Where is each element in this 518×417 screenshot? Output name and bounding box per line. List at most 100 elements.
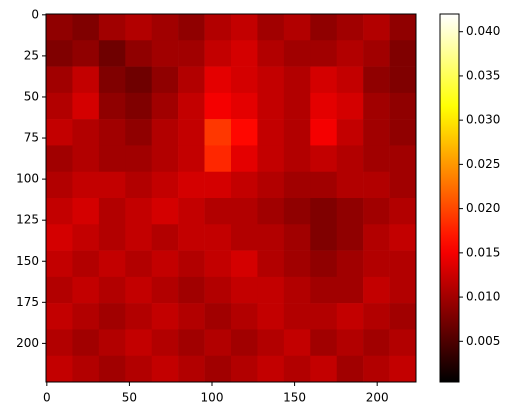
heat-cell <box>389 329 417 357</box>
heat-cell <box>283 329 311 357</box>
heat-cell <box>231 145 258 173</box>
x-tick-label: 50 <box>122 391 137 405</box>
heat-cell <box>363 276 390 304</box>
heat-cell <box>151 329 179 357</box>
heat-cell <box>283 198 311 225</box>
colorbar-tick-label: 0.040 <box>466 24 500 38</box>
heat-cell <box>98 355 126 383</box>
y-tick-label: 175 <box>16 295 39 309</box>
heat-cell <box>98 198 126 225</box>
heat-cell <box>257 171 285 199</box>
heat-cell <box>98 92 126 120</box>
heat-cell <box>257 40 285 67</box>
heat-cell <box>178 303 205 330</box>
heat-cell <box>98 276 126 304</box>
heat-cell <box>125 276 153 304</box>
heat-cell <box>231 250 258 278</box>
heat-cell <box>363 66 390 94</box>
heat-cell <box>72 171 100 199</box>
heat-cell <box>204 171 232 199</box>
heat-cell <box>336 250 364 278</box>
heat-cell <box>125 66 153 94</box>
heat-cell <box>46 171 73 199</box>
heat-cell <box>98 303 126 330</box>
heat-cell <box>72 355 100 383</box>
heat-cell <box>231 92 258 120</box>
heat-cell <box>310 14 338 41</box>
y-tick-label: 150 <box>16 254 39 268</box>
heat-cell <box>389 119 417 146</box>
heat-cell <box>310 329 338 357</box>
heat-cell <box>204 250 232 278</box>
heat-cell <box>72 40 100 67</box>
heat-cell <box>363 40 390 67</box>
colorbar-tick-label: 0.035 <box>466 68 500 82</box>
heat-cell <box>125 119 153 146</box>
heat-cell <box>204 276 232 304</box>
heat-cell <box>283 92 311 120</box>
heat-cell <box>125 171 153 199</box>
heat-cell <box>204 303 232 330</box>
heat-cell <box>231 14 258 41</box>
heat-cell <box>310 66 338 94</box>
heat-cell <box>336 329 364 357</box>
heat-cell <box>178 14 205 41</box>
heat-cell <box>257 276 285 304</box>
y-tick-label: 0 <box>31 7 39 21</box>
x-tick-label: 100 <box>201 391 224 405</box>
heat-cell <box>363 119 390 146</box>
heat-cell <box>72 224 100 251</box>
heat-cell <box>204 66 232 94</box>
heat-cell <box>151 303 179 330</box>
heat-cell <box>72 303 100 330</box>
heat-cell <box>46 224 73 251</box>
heat-cell <box>283 171 311 199</box>
heat-cell <box>231 329 258 357</box>
heat-cell <box>125 303 153 330</box>
heat-cell <box>151 355 179 383</box>
heat-cell <box>283 145 311 173</box>
heat-cell <box>363 355 390 383</box>
heat-cell <box>46 119 73 146</box>
y-tick-label: 100 <box>16 172 39 186</box>
heat-cell <box>151 224 179 251</box>
heat-cell <box>336 303 364 330</box>
heat-cell <box>363 145 390 173</box>
heat-cell <box>389 40 417 67</box>
heat-cell <box>72 145 100 173</box>
heat-cell <box>178 250 205 278</box>
heat-cell <box>151 171 179 199</box>
heat-cell <box>204 92 232 120</box>
heat-cell <box>363 92 390 120</box>
heat-cell <box>178 40 205 67</box>
heat-cell <box>98 224 126 251</box>
heat-cell <box>178 355 205 383</box>
heat-cell <box>72 198 100 225</box>
heat-cell <box>257 250 285 278</box>
heat-cell <box>310 198 338 225</box>
colorbar-tick-label: 0.005 <box>466 334 500 348</box>
heat-cell <box>310 119 338 146</box>
heat-cell <box>46 145 73 173</box>
colorbar-tick-label: 0.030 <box>466 113 500 127</box>
heat-cell <box>98 40 126 67</box>
heat-cell <box>283 355 311 383</box>
colorbar-tick-label: 0.020 <box>466 201 500 215</box>
x-tick-label: 150 <box>283 391 306 405</box>
heat-cell <box>125 14 153 41</box>
heat-cell <box>178 276 205 304</box>
heat-cell <box>336 92 364 120</box>
heat-cell <box>72 119 100 146</box>
heat-cell <box>389 276 417 304</box>
heat-cell <box>389 224 417 251</box>
heat-cell <box>363 14 390 41</box>
heat-cell <box>204 198 232 225</box>
heat-cell <box>125 224 153 251</box>
heat-cell <box>336 276 364 304</box>
heat-cell <box>257 14 285 41</box>
heat-cell <box>389 355 417 383</box>
x-tick-label: 200 <box>366 391 389 405</box>
heat-cell <box>178 329 205 357</box>
heat-cell <box>98 14 126 41</box>
